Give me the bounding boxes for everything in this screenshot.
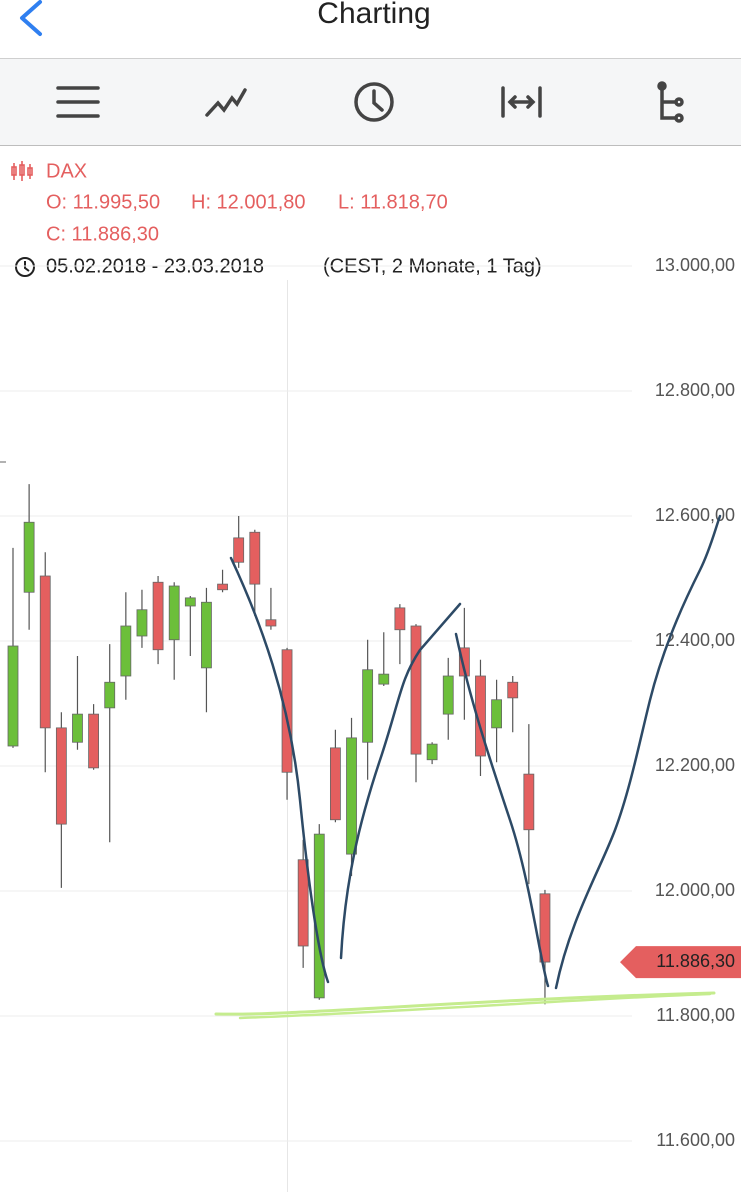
support-drawing <box>238 992 712 1020</box>
candle-body <box>329 747 341 821</box>
symbol: DAX <box>46 160 87 182</box>
menu-icon[interactable] <box>56 86 100 118</box>
price-tag <box>620 946 741 979</box>
candle-body <box>233 537 245 563</box>
y-tick-label: 11.600,00 <box>656 1130 735 1150</box>
candle-body <box>88 713 99 769</box>
candle-body <box>136 609 148 637</box>
back-button[interactable] <box>20 0 42 36</box>
candle-body <box>72 713 83 743</box>
low-value: L: 11.818,70 <box>338 191 448 213</box>
candle-body <box>281 649 293 773</box>
y-tick-label: 12.200,00 <box>655 755 735 775</box>
candle-body <box>217 583 228 591</box>
candle-body <box>297 859 309 947</box>
high-value: H: 12.001,80 <box>191 191 306 213</box>
price-tag-group: 11.886,30 <box>620 946 741 979</box>
clock-icon <box>15 257 35 277</box>
drawings <box>214 514 722 1020</box>
candle-body <box>249 531 261 585</box>
y-tick-label: 12.000,00 <box>655 880 735 900</box>
candle-body <box>458 647 470 677</box>
range-icon[interactable] <box>501 86 542 118</box>
y-tick-label: 12.400,00 <box>655 630 735 650</box>
indicator-icon[interactable] <box>657 81 684 123</box>
candle-body <box>475 675 486 757</box>
open-value: O: 11.995,50 <box>46 191 160 213</box>
candle-body <box>168 585 180 641</box>
y-tick-label: 13.000,00 <box>655 255 735 275</box>
toolbar <box>0 58 741 145</box>
candle-body <box>539 893 551 963</box>
candle-body <box>362 669 374 743</box>
header-title: Charting <box>317 0 430 30</box>
candle-icon <box>11 161 33 181</box>
candle-body <box>442 675 454 715</box>
trend-drawing <box>229 556 330 984</box>
candle-body <box>394 607 406 631</box>
close-value: C: 11.886,30 <box>46 223 159 245</box>
candle-body <box>426 743 438 761</box>
candle-body <box>313 833 325 999</box>
chart-type-icon[interactable] <box>205 88 247 117</box>
candle-body <box>55 727 67 825</box>
header <box>0 0 741 58</box>
candle-body <box>491 699 503 729</box>
candle-body <box>201 601 212 669</box>
candle-body <box>7 645 19 747</box>
candle-body <box>378 673 390 685</box>
time-icon[interactable] <box>354 82 394 122</box>
candle-body <box>120 625 132 677</box>
candle-body <box>346 737 357 855</box>
candle-body <box>410 625 422 755</box>
y-tick-label: 12.600,00 <box>655 505 735 525</box>
candle-body <box>23 521 35 593</box>
y-tick-label: 12.800,00 <box>655 380 735 400</box>
candle-body <box>265 619 277 627</box>
candle-body <box>39 575 51 729</box>
price-tag-label: 11.886,30 <box>656 951 735 971</box>
trend-drawing <box>454 632 550 988</box>
plot: 11.600,00 11.800,00 12.000,00 12.200,00 12.4… <box>0 255 735 1150</box>
candle-body <box>507 681 519 699</box>
candle-body <box>523 773 535 831</box>
candle-body <box>152 581 164 651</box>
candle-body <box>184 597 196 607</box>
trend-drawing <box>554 514 722 990</box>
support-drawing <box>214 991 716 1016</box>
trend-drawing <box>339 602 462 960</box>
candle-body <box>104 681 116 709</box>
y-tick-label: 11.800,00 <box>656 1005 735 1025</box>
